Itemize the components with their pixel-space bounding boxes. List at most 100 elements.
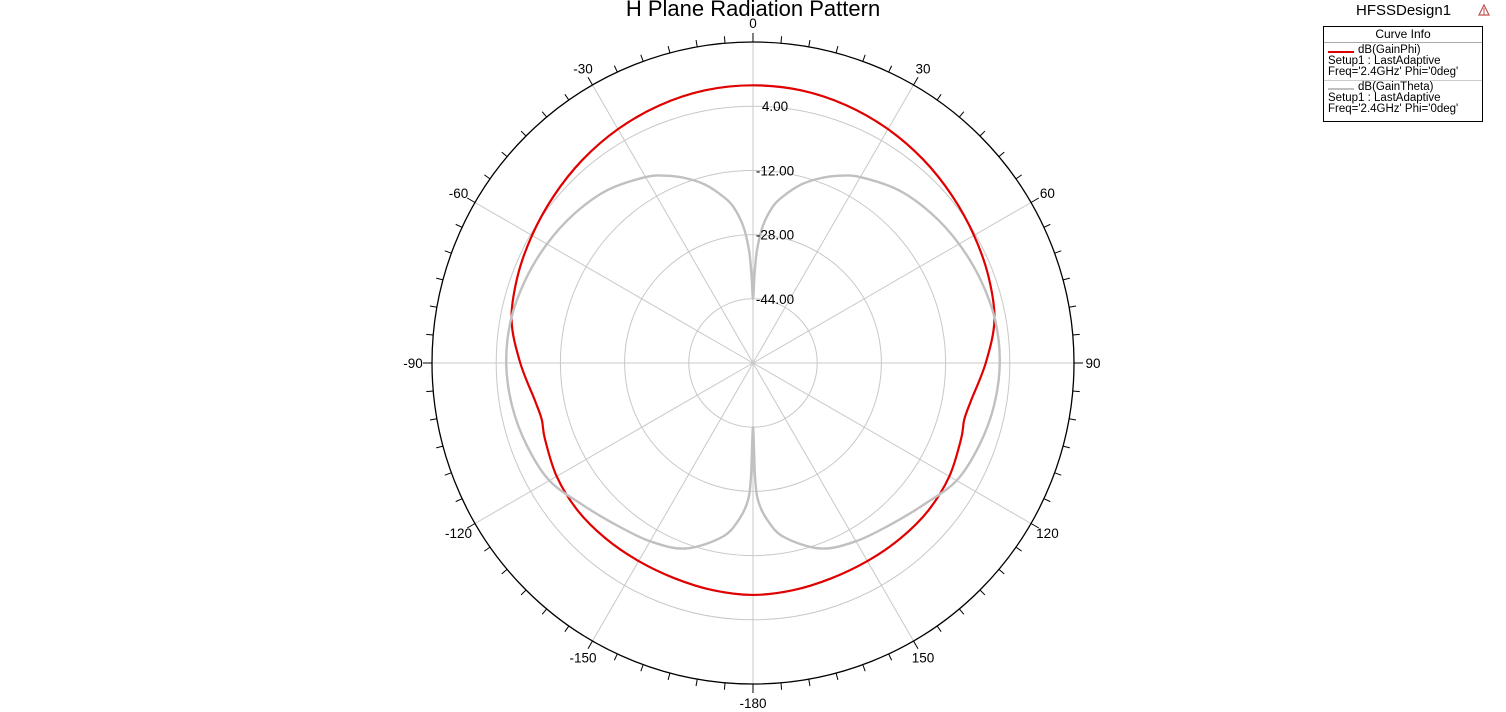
angle-label: -60 [449, 186, 469, 201]
grid-spoke [752, 202, 1032, 364]
angle-tick [426, 333, 434, 336]
angle-tick [501, 568, 508, 575]
angle-label: 0 [749, 16, 757, 31]
angle-tick [541, 608, 548, 615]
angle-tick [587, 76, 593, 86]
angle-tick [1054, 250, 1062, 254]
chart-title-text: H Plane Radiation Pattern [625, 0, 881, 21]
radial-label: -44.00 [756, 292, 794, 307]
angle-tick [520, 589, 527, 596]
angle-tick [1043, 498, 1051, 503]
angle-tick [1030, 197, 1040, 203]
legend-entry-gainphi[interactable]: dB(GainPhi) Setup1 : LastAdaptive Freq='… [1324, 44, 1482, 78]
angle-tick [723, 682, 726, 690]
radial-label: -28.00 [756, 228, 794, 243]
angle-label: 30 [915, 62, 930, 77]
angle-tick [695, 39, 698, 47]
legend-swatch-gainphi [1328, 51, 1354, 53]
angle-label: 90 [1085, 356, 1100, 371]
angle-tick [1072, 333, 1080, 336]
legend-swatch-gaintheta [1328, 88, 1354, 90]
angle-label: -30 [573, 62, 593, 77]
angle-tick [936, 625, 942, 632]
angle-tick [958, 608, 965, 615]
angle-tick [913, 76, 919, 86]
angle-tick [1062, 445, 1070, 449]
angle-label: -180 [739, 696, 766, 711]
series-layer [505, 84, 1001, 597]
angle-tick [613, 653, 618, 661]
angle-tick [587, 640, 593, 650]
angle-tick [835, 672, 839, 680]
polar-grid [431, 41, 1075, 685]
angle-tick [466, 197, 476, 203]
angle-tick [1030, 523, 1040, 529]
grid-spoke [752, 84, 914, 364]
angle-tick [998, 568, 1005, 575]
angle-tick [466, 523, 476, 529]
angle-label: 60 [1040, 186, 1055, 201]
angle-tick [541, 111, 548, 118]
angle-label: -120 [445, 526, 472, 541]
grid-spoke [592, 84, 754, 364]
angle-label: 150 [912, 650, 935, 665]
grid-spoke [474, 362, 754, 524]
angle-tick [1015, 174, 1022, 180]
angle-tick [862, 54, 866, 62]
legend-entry-gaintheta[interactable]: dB(GainTheta) Setup1 : LastAdaptive Freq… [1324, 81, 1482, 115]
angle-tick [640, 54, 644, 62]
angle-label: -90 [403, 356, 423, 371]
legend-freq: Freq='2.4GHz' Phi='0deg' [1328, 66, 1459, 78]
angle-tick [888, 653, 893, 661]
angle-tick [640, 664, 644, 672]
angle-tick [835, 46, 839, 54]
angle-tick [780, 682, 783, 690]
angle-tick [979, 589, 986, 596]
angle-tick [564, 625, 570, 632]
angle-tick [723, 36, 726, 44]
angle-tick [958, 111, 965, 118]
series-line-gainphi [510, 84, 996, 597]
angle-tick [455, 498, 463, 503]
grid-spoke [752, 362, 1032, 524]
angle-tick [936, 94, 942, 101]
angle-tick [979, 130, 986, 137]
angle-tick [667, 46, 671, 54]
angle-tick [695, 679, 698, 687]
angle-tick [444, 250, 452, 254]
angle-label: 120 [1036, 526, 1059, 541]
angle-tick [1054, 472, 1062, 476]
angle-tick [1043, 223, 1051, 228]
labels-layer: 0 30 60 90 120 150 -180 -150 -120 -90 -60 -30 4.00 -1… [403, 16, 1100, 711]
angle-tick [484, 546, 491, 552]
angle-tick [613, 65, 618, 73]
angle-tick [436, 277, 444, 281]
angle-tick [998, 151, 1005, 158]
angle-tick [429, 418, 437, 421]
grid-spoke [752, 362, 914, 642]
angle-tick [667, 672, 671, 680]
legend-series-name: dB(GainPhi) [1358, 44, 1421, 56]
angle-tick [455, 223, 463, 228]
design-name: HFSSDesign1 [1356, 2, 1452, 19]
angle-tick [1072, 390, 1080, 393]
design-logo-icon [1478, 4, 1490, 16]
angle-tick [808, 679, 811, 687]
angle-tick [429, 305, 437, 308]
angle-tick [780, 36, 783, 44]
legend-freq: Freq='2.4GHz' Phi='0deg' [1328, 103, 1459, 115]
chart-title: H Plane Radiation Pattern [0, 0, 1506, 22]
legend[interactable]: Curve Info dB(GainPhi) Setup1 : LastAdap… [1323, 26, 1483, 122]
angle-tick [808, 39, 811, 47]
angle-tick [564, 94, 570, 101]
series-line-gaintheta [505, 174, 1001, 550]
angle-label: -150 [569, 650, 596, 665]
angle-tick [862, 664, 866, 672]
grid-spoke [474, 202, 754, 364]
angle-tick [913, 640, 919, 650]
angle-tick [888, 65, 893, 73]
legend-setup: Setup1 : LastAdaptive [1328, 55, 1441, 67]
angle-ticks [423, 33, 1083, 693]
legend-setup: Setup1 : LastAdaptive [1328, 92, 1441, 104]
